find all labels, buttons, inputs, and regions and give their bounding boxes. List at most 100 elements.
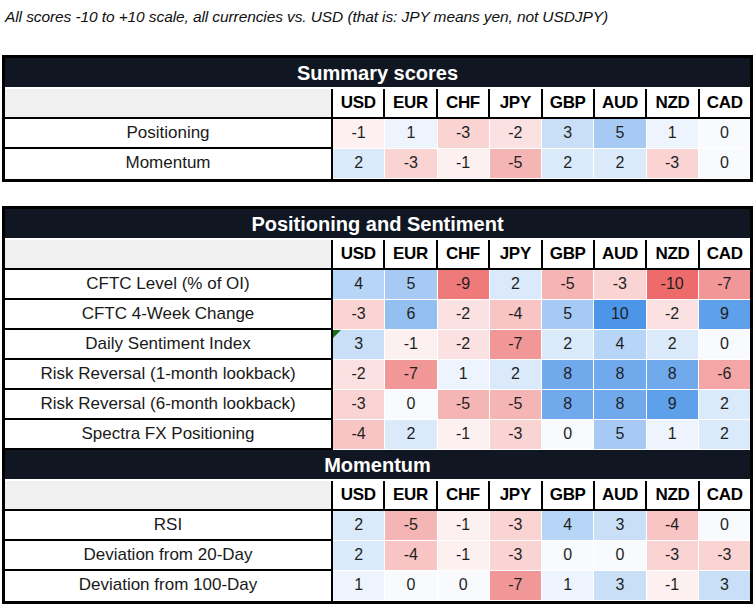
score-cell-eur: -4 (385, 541, 437, 571)
score-cell-jpy: -7 (490, 571, 542, 601)
score-table: Positioning and Sentiment USDEURCHFJPYGBP… (2, 206, 753, 604)
row-label: Positioning (5, 119, 333, 149)
score-cell-chf: -1 (438, 149, 490, 179)
score-cell-gbp: 8 (542, 360, 594, 390)
score-cell-aud: 10 (594, 300, 646, 330)
score-cell-eur: -1 (385, 330, 437, 360)
score-cell-usd: -3 (333, 300, 385, 330)
currency-header-usd: USD (333, 240, 385, 268)
score-cell-usd: 4 (333, 270, 385, 300)
score-cell-usd: 3 (333, 330, 385, 360)
score-cell-aud: 8 (594, 360, 646, 390)
score-cell-nzd: 8 (647, 360, 699, 390)
score-cell-nzd: -4 (647, 511, 699, 541)
currency-header-jpy: JPY (490, 240, 542, 268)
table-row: Deviation from 100-Day100-713-13 (5, 571, 750, 601)
score-cell-aud: -3 (594, 270, 646, 300)
table-row: Positioning-11-3-23510 (5, 119, 750, 149)
currency-header-gbp: GBP (543, 481, 595, 509)
label-header-spacer (5, 240, 333, 268)
row-label: CFTC Level (% of OI) (5, 270, 333, 300)
score-cell-usd: 1 (333, 571, 385, 601)
currency-header-row: USDEURCHFJPYGBPAUDNZDCAD (5, 481, 750, 511)
row-label: CFTC 4-Week Change (5, 300, 333, 330)
score-cell-chf: -1 (438, 511, 490, 541)
score-cell-cad: 3 (699, 571, 750, 601)
row-label: Risk Reversal (1-month lookback) (5, 360, 333, 390)
score-cell-gbp: 1 (542, 571, 594, 601)
currency-header-aud: AUD (595, 89, 647, 117)
score-cell-eur: 5 (385, 270, 437, 300)
score-cell-nzd: -3 (647, 149, 699, 179)
currency-header-usd: USD (333, 481, 385, 509)
score-cell-nzd: -1 (647, 571, 699, 601)
currency-header-chf: CHF (438, 481, 490, 509)
comment-marker-icon (333, 330, 341, 338)
score-cell-nzd: 1 (647, 119, 699, 149)
label-header-spacer (5, 481, 333, 509)
currency-header-jpy: JPY (490, 481, 542, 509)
currency-header-nzd: NZD (647, 89, 699, 117)
score-cell-jpy: 2 (490, 270, 542, 300)
table-row: Deviation from 20-Day2-4-1-300-3-3 (5, 541, 750, 571)
currency-header-chf: CHF (438, 240, 490, 268)
score-cell-gbp: 3 (542, 119, 594, 149)
score-cell-cad: -3 (699, 541, 750, 571)
score-table: Summary scoresUSDEURCHFJPYGBPAUDNZDCADPo… (2, 55, 753, 182)
score-cell-gbp: -5 (542, 270, 594, 300)
score-cell-gbp: 2 (542, 330, 594, 360)
score-cell-nzd: 2 (647, 330, 699, 360)
score-cell-cad: 0 (699, 330, 750, 360)
currency-header-usd: USD (333, 89, 385, 117)
score-cell-chf: -1 (438, 541, 490, 571)
score-cell-eur: -5 (385, 511, 437, 541)
score-cell-usd: -4 (333, 420, 385, 450)
table-row: Risk Reversal (1-month lookback)-2-71288… (5, 360, 750, 390)
score-cell-nzd: 9 (647, 390, 699, 420)
currency-header-cad: CAD (700, 240, 750, 268)
currency-header-aud: AUD (595, 240, 647, 268)
currency-header-gbp: GBP (543, 89, 595, 117)
score-cell-gbp: 4 (542, 511, 594, 541)
score-cell-usd: 2 (333, 541, 385, 571)
table-row: Daily Sentiment Index3-1-2-72420 (5, 330, 750, 360)
table-row: RSI2-5-1-343-40 (5, 511, 750, 541)
currency-header-nzd: NZD (647, 240, 699, 268)
score-cell-aud: 0 (594, 541, 646, 571)
currency-header-row: USDEURCHFJPYGBPAUDNZDCAD (5, 89, 750, 119)
score-cell-cad: 0 (699, 511, 750, 541)
section-title-bar: Momentum (5, 450, 750, 481)
score-cell-jpy: -3 (490, 541, 542, 571)
score-cell-chf: 0 (438, 571, 490, 601)
score-cell-jpy: -4 (490, 300, 542, 330)
score-cell-aud: 2 (594, 149, 646, 179)
label-header-spacer (5, 89, 333, 117)
score-cell-eur: -7 (385, 360, 437, 390)
score-cell-usd: -2 (333, 360, 385, 390)
score-cell-eur: -3 (385, 149, 437, 179)
section-title-bar: Positioning and Sentiment (5, 209, 750, 240)
currency-header-gbp: GBP (543, 240, 595, 268)
score-cell-jpy: -5 (490, 149, 542, 179)
currency-header-eur: EUR (385, 89, 437, 117)
score-cell-aud: 4 (594, 330, 646, 360)
score-cell-cad: -7 (699, 270, 750, 300)
table-row: Momentum2-3-1-522-30 (5, 149, 750, 179)
row-label: Deviation from 100-Day (5, 571, 333, 601)
score-cell-gbp: 0 (542, 420, 594, 450)
score-cell-gbp: 5 (542, 300, 594, 330)
score-cell-eur: 1 (385, 119, 437, 149)
row-label: Risk Reversal (6-month lookback) (5, 390, 333, 420)
row-label: Deviation from 20-Day (5, 541, 333, 571)
score-cell-jpy: 2 (490, 360, 542, 390)
score-cell-aud: 5 (594, 420, 646, 450)
score-cell-gbp: 8 (542, 390, 594, 420)
score-cell-nzd: -3 (647, 541, 699, 571)
score-cell-aud: 3 (594, 511, 646, 541)
score-cell-jpy: -5 (490, 390, 542, 420)
score-cell-usd: -3 (333, 390, 385, 420)
score-cell-chf: -1 (438, 420, 490, 450)
row-label: Momentum (5, 149, 333, 179)
score-cell-aud: 5 (594, 119, 646, 149)
table-row: CFTC Level (% of OI)45-92-5-3-10-7 (5, 270, 750, 300)
